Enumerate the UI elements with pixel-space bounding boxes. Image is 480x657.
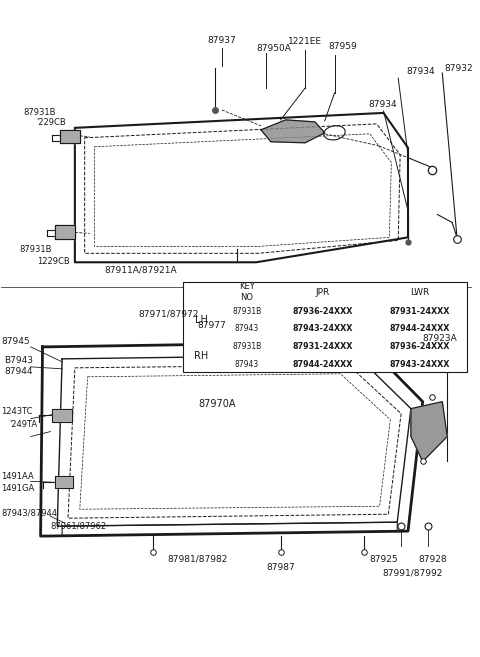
Text: 1491AA: 1491AA <box>1 472 34 481</box>
Text: '229CB: '229CB <box>36 118 66 127</box>
Text: 87977: 87977 <box>197 321 226 330</box>
Text: KEY
NO: KEY NO <box>239 283 255 302</box>
Text: RH: RH <box>194 351 208 361</box>
Text: 87959: 87959 <box>328 41 357 51</box>
Polygon shape <box>261 120 324 143</box>
Text: '249TA: '249TA <box>9 420 37 429</box>
Text: 87943-24XXX: 87943-24XXX <box>389 360 449 369</box>
Text: 87987: 87987 <box>266 564 295 572</box>
Bar <box>183 283 467 372</box>
Text: 87943/87944: 87943/87944 <box>1 509 58 518</box>
Text: 87931B: 87931B <box>232 342 262 351</box>
Text: 87931B: 87931B <box>23 108 56 118</box>
Text: 1243TC: 1243TC <box>1 407 33 416</box>
Text: 87981/87982: 87981/87982 <box>167 555 228 564</box>
Text: 87945: 87945 <box>1 338 30 346</box>
Text: LWR: LWR <box>409 288 429 297</box>
Text: 87950A: 87950A <box>256 43 291 53</box>
Text: 87944: 87944 <box>4 367 33 376</box>
Text: 87943-24XXX: 87943-24XXX <box>293 325 353 334</box>
Text: JPR: JPR <box>316 288 330 297</box>
Text: 87970A: 87970A <box>198 399 236 409</box>
Text: 87944-24XXX: 87944-24XXX <box>389 325 449 334</box>
Text: 87931-24XXX: 87931-24XXX <box>293 342 353 351</box>
Text: 87936-24XXX: 87936-24XXX <box>293 307 353 315</box>
Text: 87936-24XXX: 87936-24XXX <box>389 342 449 351</box>
Text: 1229CB: 1229CB <box>36 257 70 266</box>
Text: 87991/87992: 87991/87992 <box>383 568 443 578</box>
Text: 87943: 87943 <box>235 360 259 369</box>
Polygon shape <box>52 409 72 422</box>
Text: 87931-24XXX: 87931-24XXX <box>389 307 449 315</box>
Text: LH: LH <box>195 315 208 325</box>
Text: 87943: 87943 <box>235 325 259 334</box>
Text: 87961/87962: 87961/87962 <box>50 522 107 531</box>
Text: B7943: B7943 <box>4 356 33 365</box>
Text: 87971/87972: 87971/87972 <box>139 309 199 319</box>
Text: 87911A/87921A: 87911A/87921A <box>104 265 177 275</box>
Text: 87928: 87928 <box>418 555 447 564</box>
Polygon shape <box>60 130 80 143</box>
Text: 87934: 87934 <box>406 66 435 76</box>
Text: 87944-24XXX: 87944-24XXX <box>293 360 353 369</box>
Polygon shape <box>411 401 447 461</box>
Text: 87931B: 87931B <box>232 307 262 315</box>
Text: 87937: 87937 <box>207 35 236 45</box>
Text: 87934: 87934 <box>369 101 397 110</box>
Text: 87931B: 87931B <box>19 245 51 254</box>
Text: 87932: 87932 <box>444 64 473 73</box>
Text: 87923A: 87923A <box>423 334 457 344</box>
Text: 1221EE: 1221EE <box>288 37 322 46</box>
Text: 87925: 87925 <box>369 555 398 564</box>
Polygon shape <box>55 476 73 488</box>
Text: 1491GA: 1491GA <box>1 484 35 493</box>
Polygon shape <box>55 225 75 239</box>
